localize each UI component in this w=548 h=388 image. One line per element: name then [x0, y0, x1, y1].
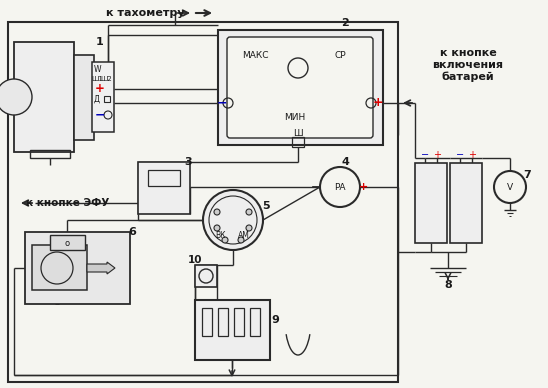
Bar	[148, 170, 180, 186]
Text: к кнопке ЭФУ: к кнопке ЭФУ	[26, 198, 110, 208]
Text: Ш: Ш	[293, 128, 303, 137]
Circle shape	[203, 190, 263, 250]
Text: −: −	[421, 150, 429, 160]
Text: СР: СР	[334, 50, 346, 59]
Text: −: −	[311, 182, 321, 192]
Text: o: o	[65, 239, 70, 248]
Text: 9: 9	[271, 315, 279, 325]
Bar	[5, 10, 400, 380]
Text: W: W	[93, 66, 101, 74]
Bar	[50, 235, 85, 250]
Text: 2: 2	[341, 18, 349, 28]
Bar	[415, 163, 447, 243]
Text: V: V	[507, 182, 513, 192]
Text: +: +	[433, 150, 441, 160]
Circle shape	[222, 237, 228, 243]
Bar	[104, 96, 110, 102]
Text: ВК: ВК	[215, 232, 225, 241]
Text: 7: 7	[523, 170, 531, 180]
Text: МАКС: МАКС	[242, 50, 269, 59]
Circle shape	[214, 225, 220, 231]
Text: +: +	[95, 83, 105, 95]
Text: АМ: АМ	[238, 232, 250, 241]
Text: Д: Д	[94, 95, 100, 104]
Bar	[92, 62, 114, 132]
Text: −: −	[456, 150, 464, 160]
Text: 6: 6	[128, 227, 136, 237]
Bar	[74, 55, 94, 140]
Bar	[292, 137, 304, 147]
Bar	[8, 22, 398, 382]
Text: 4: 4	[341, 157, 349, 167]
Circle shape	[238, 237, 244, 243]
Circle shape	[246, 225, 252, 231]
Text: +: +	[468, 150, 476, 160]
Text: к кнопке
включения
батарей: к кнопке включения батарей	[432, 48, 504, 82]
Text: 3: 3	[184, 157, 192, 167]
Bar	[32, 245, 87, 290]
Text: +: +	[373, 97, 383, 109]
Circle shape	[214, 209, 220, 215]
Bar	[202, 308, 212, 336]
Text: МИН: МИН	[284, 114, 306, 123]
Circle shape	[246, 209, 252, 215]
Bar	[14, 42, 74, 152]
Bar	[218, 308, 228, 336]
Bar	[138, 162, 190, 214]
Text: 8: 8	[444, 280, 452, 290]
Text: +: +	[359, 182, 369, 192]
Text: Ш1: Ш1	[91, 76, 103, 82]
Text: −: −	[95, 109, 105, 121]
Text: −: −	[217, 97, 227, 109]
Bar	[450, 163, 482, 243]
Bar	[25, 232, 130, 304]
Text: 1: 1	[96, 37, 104, 47]
FancyArrow shape	[87, 262, 115, 274]
FancyBboxPatch shape	[227, 37, 373, 138]
Bar	[250, 308, 260, 336]
Bar	[195, 265, 217, 287]
Circle shape	[0, 79, 32, 115]
Bar	[218, 30, 383, 145]
Text: РА: РА	[334, 182, 346, 192]
Text: 5: 5	[262, 201, 270, 211]
Text: 10: 10	[188, 255, 202, 265]
Bar	[195, 300, 270, 360]
Text: к тахометру: к тахометру	[106, 8, 184, 18]
Bar	[234, 308, 244, 336]
Bar	[30, 150, 70, 158]
Text: Ш2: Ш2	[100, 76, 112, 82]
